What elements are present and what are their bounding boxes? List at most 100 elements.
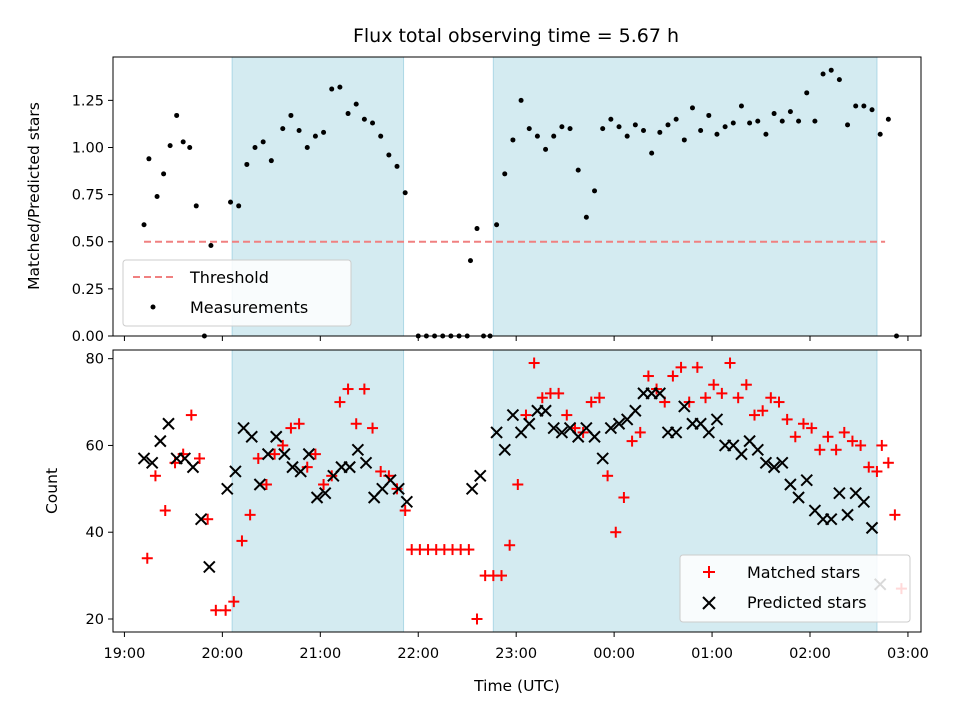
measurements-series	[141, 67, 900, 339]
predicted-point-40	[539, 404, 552, 417]
predicted-point-47	[596, 452, 609, 465]
predicted-point-21	[318, 486, 332, 500]
matched-point-82	[814, 444, 826, 456]
shaded-interval-0	[231, 349, 405, 633]
predicted-point-2	[154, 434, 167, 448]
matched-point-50	[553, 387, 565, 399]
predicted-point-14	[261, 447, 275, 461]
xtick-label-4: 23:00	[495, 646, 537, 662]
predicted-point-0	[137, 452, 151, 465]
matched-point-58	[618, 492, 630, 504]
top-ytick-label-3: 0.75	[72, 188, 104, 204]
measurement-point-53	[567, 126, 573, 132]
predicted-point-7	[194, 512, 208, 526]
matched-point-23	[334, 396, 346, 408]
matched-point-54	[585, 396, 597, 408]
legend-predicted-swatch	[702, 596, 716, 610]
matched-point-91	[882, 457, 894, 469]
predicted-point-6	[186, 460, 200, 474]
predicted-point-51	[629, 404, 642, 417]
matched-point-72	[732, 392, 744, 404]
legend-measurements-label: Measurements	[190, 298, 308, 317]
predicted-point-79	[857, 495, 871, 509]
predicted-point-3	[162, 417, 175, 430]
bottom-ytick-label-2: 60	[86, 438, 104, 454]
matched-point-7	[202, 513, 214, 525]
matched-point-20	[309, 448, 321, 460]
shaded-interval-1	[492, 56, 878, 337]
matched-point-88	[863, 461, 875, 473]
xtick-label-3: 22:00	[397, 646, 439, 662]
measurement-point-8	[193, 203, 199, 209]
bottom-axes-frame	[112, 349, 922, 633]
matched-point-48	[536, 392, 548, 404]
xtick-label-7: 02:00	[789, 646, 831, 662]
chart-title: Flux total observing time = 5.67 h	[353, 25, 679, 47]
bottom-ytick-label-1: 40	[86, 525, 104, 541]
measurement-point-74	[738, 103, 744, 109]
bottom-legend: Matched stars Predicted stars	[679, 554, 911, 623]
predicted-point-19	[302, 447, 316, 461]
measurement-point-75	[747, 120, 753, 126]
measurement-point-68	[689, 105, 695, 111]
matched-point-76	[765, 392, 777, 404]
predicted-point-20	[310, 491, 324, 504]
measurement-point-52	[559, 124, 565, 130]
matched-point-1	[149, 470, 161, 482]
predicted-point-41	[547, 421, 560, 435]
xtick-label-5: 00:00	[593, 646, 635, 662]
measurement-point-60	[624, 133, 630, 139]
top-shaded-regions	[231, 56, 878, 337]
measurement-point-82	[804, 90, 810, 96]
top-axes-frame	[112, 56, 922, 337]
measurement-point-26	[353, 101, 359, 107]
measurement-point-92	[885, 116, 891, 122]
measurement-point-11	[228, 199, 234, 205]
predicted-point-25	[351, 443, 365, 456]
measurement-point-15	[260, 139, 266, 145]
predicted-point-54	[653, 387, 667, 400]
bottom-x-axis: 19:00 20:00 21:00 22:00 23:00 00:00 01:00 02:00…	[104, 632, 929, 662]
x-axis-label: Time (UTC)	[473, 677, 560, 695]
legend-matched-swatch	[703, 566, 715, 578]
matched-point-64	[667, 370, 679, 382]
matched-point-46	[520, 409, 532, 421]
matched-point-8	[210, 604, 222, 616]
bottom-ytick-label-3: 80	[86, 352, 104, 368]
top-ytick-label-2: 0.50	[72, 235, 104, 251]
predicted-point-12	[245, 430, 258, 443]
measurement-point-64	[657, 129, 663, 135]
xtick-label-8: 03:00	[887, 646, 929, 662]
predicted-point-30	[392, 482, 405, 496]
predicted-point-49	[612, 417, 626, 430]
top-ytick-label-5: 1.25	[72, 93, 104, 109]
measurement-point-61	[632, 122, 638, 128]
measurement-point-76	[755, 118, 761, 124]
legend-threshold-label: Threshold	[189, 268, 269, 287]
matched-point-27	[367, 422, 379, 434]
top-ytick-label-0: 0.00	[72, 329, 104, 345]
measurement-point-77	[763, 131, 769, 137]
predicted-point-69	[776, 456, 789, 470]
matched-point-25	[350, 418, 362, 430]
predicted-point-71	[792, 491, 805, 504]
predicted-point-67	[759, 456, 773, 470]
measurement-point-91	[877, 131, 883, 137]
measurement-point-44	[494, 222, 500, 228]
matched-point-44	[504, 539, 516, 551]
predicted-point-76	[833, 486, 846, 500]
predicted-point-24	[343, 460, 356, 474]
matched-point-0	[141, 552, 153, 564]
bottom-y-axis-label: Count	[43, 468, 61, 514]
matched-point-2	[159, 505, 171, 517]
predicted-point-70	[784, 478, 797, 491]
top-y-axis: 0.00 0.25 0.50 0.75 1.00 1.25	[72, 93, 113, 345]
predicted-point-77	[841, 508, 854, 522]
top-legend: Threshold Measurements	[122, 259, 352, 327]
measurement-point-89	[861, 103, 867, 109]
matched-point-61	[642, 370, 654, 382]
measurement-point-2	[154, 194, 160, 199]
measurement-point-24	[337, 84, 343, 90]
top-ytick-label-4: 1.00	[72, 140, 104, 156]
matched-point-59	[626, 435, 638, 447]
